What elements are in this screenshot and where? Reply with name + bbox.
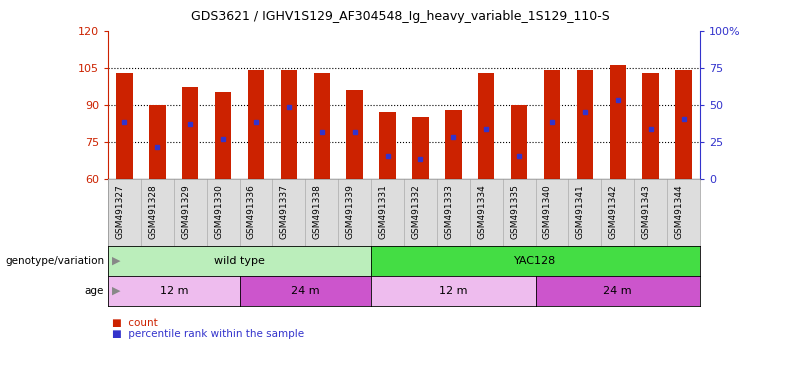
Text: GSM491334: GSM491334 (478, 184, 486, 239)
Bar (281, 70, 297, 179)
Bar (116, 73, 133, 179)
Text: 12 m: 12 m (159, 286, 188, 296)
Text: wild type: wild type (214, 256, 265, 266)
Bar (182, 88, 198, 179)
Bar (379, 112, 396, 179)
Bar (577, 70, 593, 179)
Text: ▶: ▶ (112, 286, 121, 296)
Text: GSM491339: GSM491339 (346, 184, 354, 239)
Bar (412, 117, 429, 179)
Text: GSM491340: GSM491340 (543, 184, 552, 239)
Bar (346, 90, 363, 179)
Text: GSM491336: GSM491336 (247, 184, 256, 239)
Text: ■  percentile rank within the sample: ■ percentile rank within the sample (112, 329, 304, 339)
Text: ▶: ▶ (112, 256, 121, 266)
Text: GSM491343: GSM491343 (642, 184, 650, 239)
Bar (248, 70, 264, 179)
Text: GSM491335: GSM491335 (510, 184, 519, 239)
Text: ■  count: ■ count (112, 318, 158, 328)
Text: 24 m: 24 m (291, 286, 320, 296)
Text: GSM491330: GSM491330 (214, 184, 223, 239)
Text: genotype/variation: genotype/variation (5, 256, 104, 266)
Text: GSM491342: GSM491342 (609, 184, 618, 238)
Text: GSM491338: GSM491338 (313, 184, 322, 239)
Bar (445, 109, 462, 179)
Bar (511, 105, 527, 179)
Text: GSM491329: GSM491329 (182, 184, 190, 239)
Bar (314, 73, 330, 179)
Bar (149, 105, 166, 179)
Text: 12 m: 12 m (439, 286, 467, 296)
Text: GSM491337: GSM491337 (280, 184, 289, 239)
Bar (215, 92, 231, 179)
Text: 24 m: 24 m (603, 286, 632, 296)
Text: GSM491344: GSM491344 (674, 184, 683, 238)
Text: GSM491327: GSM491327 (115, 184, 125, 239)
Text: age: age (85, 286, 104, 296)
Text: GSM491332: GSM491332 (411, 184, 421, 239)
Bar (675, 70, 692, 179)
Text: GSM491331: GSM491331 (378, 184, 387, 239)
Bar (478, 73, 494, 179)
Text: GDS3621 / IGHV1S129_AF304548_Ig_heavy_variable_1S129_110-S: GDS3621 / IGHV1S129_AF304548_Ig_heavy_va… (190, 10, 610, 23)
Text: GSM491328: GSM491328 (148, 184, 158, 239)
Text: GSM491341: GSM491341 (576, 184, 585, 239)
Text: YAC128: YAC128 (514, 256, 557, 266)
Bar (544, 70, 560, 179)
Bar (642, 73, 659, 179)
Bar (610, 65, 626, 179)
Text: GSM491333: GSM491333 (444, 184, 454, 239)
